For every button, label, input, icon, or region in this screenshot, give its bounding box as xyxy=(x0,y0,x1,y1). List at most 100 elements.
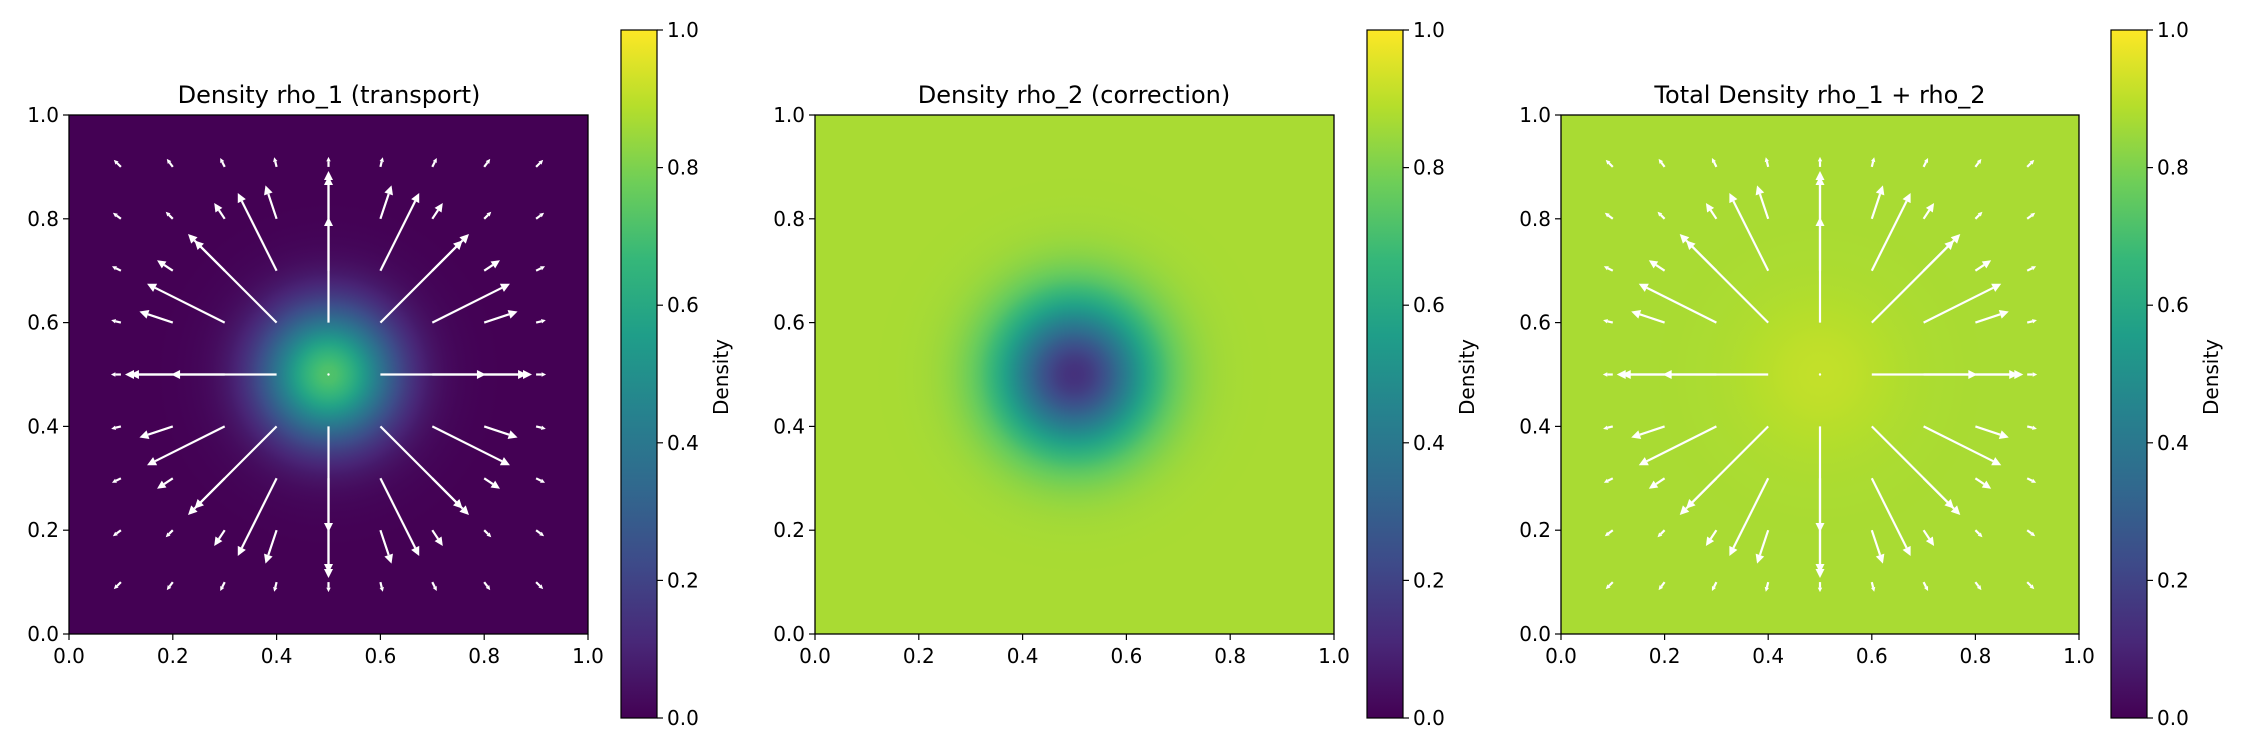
quiver-arrow xyxy=(1603,319,1614,324)
colorbar-tick: 0.8 xyxy=(2147,156,2189,180)
quiver-arrow xyxy=(1686,425,1769,509)
x-tick: 0.4 xyxy=(1752,634,1784,668)
colorbar-tick-label: 1.0 xyxy=(2157,18,2189,42)
x-tick-label: 0.6 xyxy=(1110,644,1142,668)
quiver-arrow xyxy=(237,477,278,556)
quiver-arrow xyxy=(1815,175,1825,219)
quiver-arrow xyxy=(165,529,174,538)
y-tick: 0.4 xyxy=(773,414,815,438)
quiver-arrow xyxy=(1764,581,1770,592)
quiver-arrow xyxy=(1922,529,1935,546)
y-tick-label: 0.4 xyxy=(27,414,59,438)
quiver-arrow xyxy=(1922,581,1929,592)
x-tick-label: 1.0 xyxy=(572,644,604,668)
colorbar: 0.0 0.2 0.4 0.6 0.8 1.0 xyxy=(620,18,699,730)
y-tick: 0.8 xyxy=(27,207,69,231)
quiver-arrow xyxy=(2026,529,2036,537)
y-tick-label: 0.4 xyxy=(773,414,805,438)
x-tick: 1.0 xyxy=(572,634,604,668)
quiver-arrow xyxy=(535,319,546,324)
quiver-arrow xyxy=(1662,370,1769,379)
quiver-arrow xyxy=(237,193,278,272)
quiver-arrow xyxy=(1729,477,1770,556)
x-tick-label: 0.4 xyxy=(261,644,293,668)
y-axis-ticks: 0.0 0.2 0.4 0.6 0.8 1.0 xyxy=(773,103,815,646)
y-axis-ticks: 0.0 0.2 0.4 0.6 0.8 1.0 xyxy=(1519,103,1561,646)
quiver-arrow xyxy=(113,581,122,590)
y-tick: 0.4 xyxy=(27,414,69,438)
quiver-arrow xyxy=(483,158,491,168)
y-tick-label: 0.8 xyxy=(1519,207,1551,231)
y-tick: 0.2 xyxy=(773,518,815,542)
quiver-arrow xyxy=(379,581,384,592)
quiver-arrow xyxy=(113,159,122,168)
x-tick: 0.2 xyxy=(1649,634,1681,668)
y-tick: 0.0 xyxy=(1519,622,1561,646)
quiver-arrow xyxy=(139,425,174,439)
y-tick-label: 0.0 xyxy=(773,622,805,646)
panel-title: Density rho_2 (correction) xyxy=(918,81,1230,109)
quiver-arrow xyxy=(2026,266,2037,272)
y-tick: 0.4 xyxy=(1519,414,1561,438)
y-tick: 0.8 xyxy=(1519,207,1561,231)
quiver-arrow xyxy=(483,425,518,439)
colorbar-tick-label: 1.0 xyxy=(667,18,699,42)
quiver-arrow xyxy=(483,529,492,538)
x-tick: 0.8 xyxy=(1959,634,1991,668)
quiver-arrow xyxy=(264,529,278,564)
colorbar-gradient xyxy=(620,29,658,719)
quiver-arrow xyxy=(1603,477,1614,483)
colorbar-tick-label: 0.8 xyxy=(1413,156,1445,180)
quiver-arrow xyxy=(110,372,121,377)
quiver-arrow xyxy=(1657,529,1666,538)
quiver-arrow xyxy=(1923,425,2002,466)
x-tick-label: 0.2 xyxy=(903,644,935,668)
quiver-arrow xyxy=(1974,260,1992,272)
quiver-arrow xyxy=(1974,158,1982,168)
quiver-arrow xyxy=(1975,310,2009,324)
x-tick: 0.4 xyxy=(1007,634,1039,668)
quiver-arrow xyxy=(431,529,443,546)
colorbar-tick-label: 0.8 xyxy=(2157,156,2189,180)
y-tick: 1.0 xyxy=(27,103,69,127)
y-tick-label: 0.2 xyxy=(1519,518,1551,542)
quiver-arrow xyxy=(157,477,174,489)
colorbar-tick: 1.0 xyxy=(2147,18,2189,42)
quiver-arrow xyxy=(1817,582,1823,593)
quiver-arrow xyxy=(1631,310,1665,324)
y-tick-label: 0.4 xyxy=(1519,414,1551,438)
colorbar-tick: 0.0 xyxy=(2147,706,2189,730)
x-tick: 0.6 xyxy=(364,634,396,668)
quiver-arrow xyxy=(2027,372,2038,377)
colorbar-tick: 0.4 xyxy=(1403,431,1445,455)
quiver-arrow xyxy=(431,234,469,272)
x-axis-ticks: 0.0 0.2 0.4 0.6 0.8 1.0 xyxy=(1545,634,2095,668)
x-axis-ticks: 0.0 0.2 0.4 0.6 0.8 1.0 xyxy=(53,634,604,668)
colorbar-tick-label: 0.6 xyxy=(1413,293,1445,317)
quiver-arrow xyxy=(431,425,510,466)
quiver-arrow xyxy=(1602,372,1613,377)
quiver-arrow xyxy=(535,266,546,272)
quiver-arrow xyxy=(535,425,546,430)
quiver-arrow xyxy=(1975,370,2019,379)
x-tick-label: 0.0 xyxy=(1545,644,1577,668)
x-tick: 0.4 xyxy=(261,634,293,668)
x-tick: 0.0 xyxy=(1545,634,1577,668)
quiver-arrow xyxy=(1657,211,1666,220)
quiver-arrows xyxy=(1602,156,2038,593)
colorbar-tick-label: 0.4 xyxy=(1413,431,1445,455)
x-tick: 0.2 xyxy=(157,634,189,668)
colorbar-tick: 0.6 xyxy=(657,293,699,317)
quiver-arrow xyxy=(194,240,278,324)
quiver-arrow xyxy=(1686,240,1769,324)
quiver-arrow xyxy=(1631,425,1665,439)
y-tick-label: 0.0 xyxy=(1519,622,1551,646)
y-tick: 0.6 xyxy=(773,311,815,335)
x-tick-label: 0.2 xyxy=(1649,644,1681,668)
colorbar-tick: 0.4 xyxy=(657,431,699,455)
colorbar: 0.0 0.2 0.4 0.6 0.8 1.0 xyxy=(1366,18,1445,730)
quiver-arrow xyxy=(431,477,469,515)
quiver-arrow xyxy=(379,529,393,564)
y-tick: 0.2 xyxy=(27,518,69,542)
quiver-arrows xyxy=(110,156,547,593)
